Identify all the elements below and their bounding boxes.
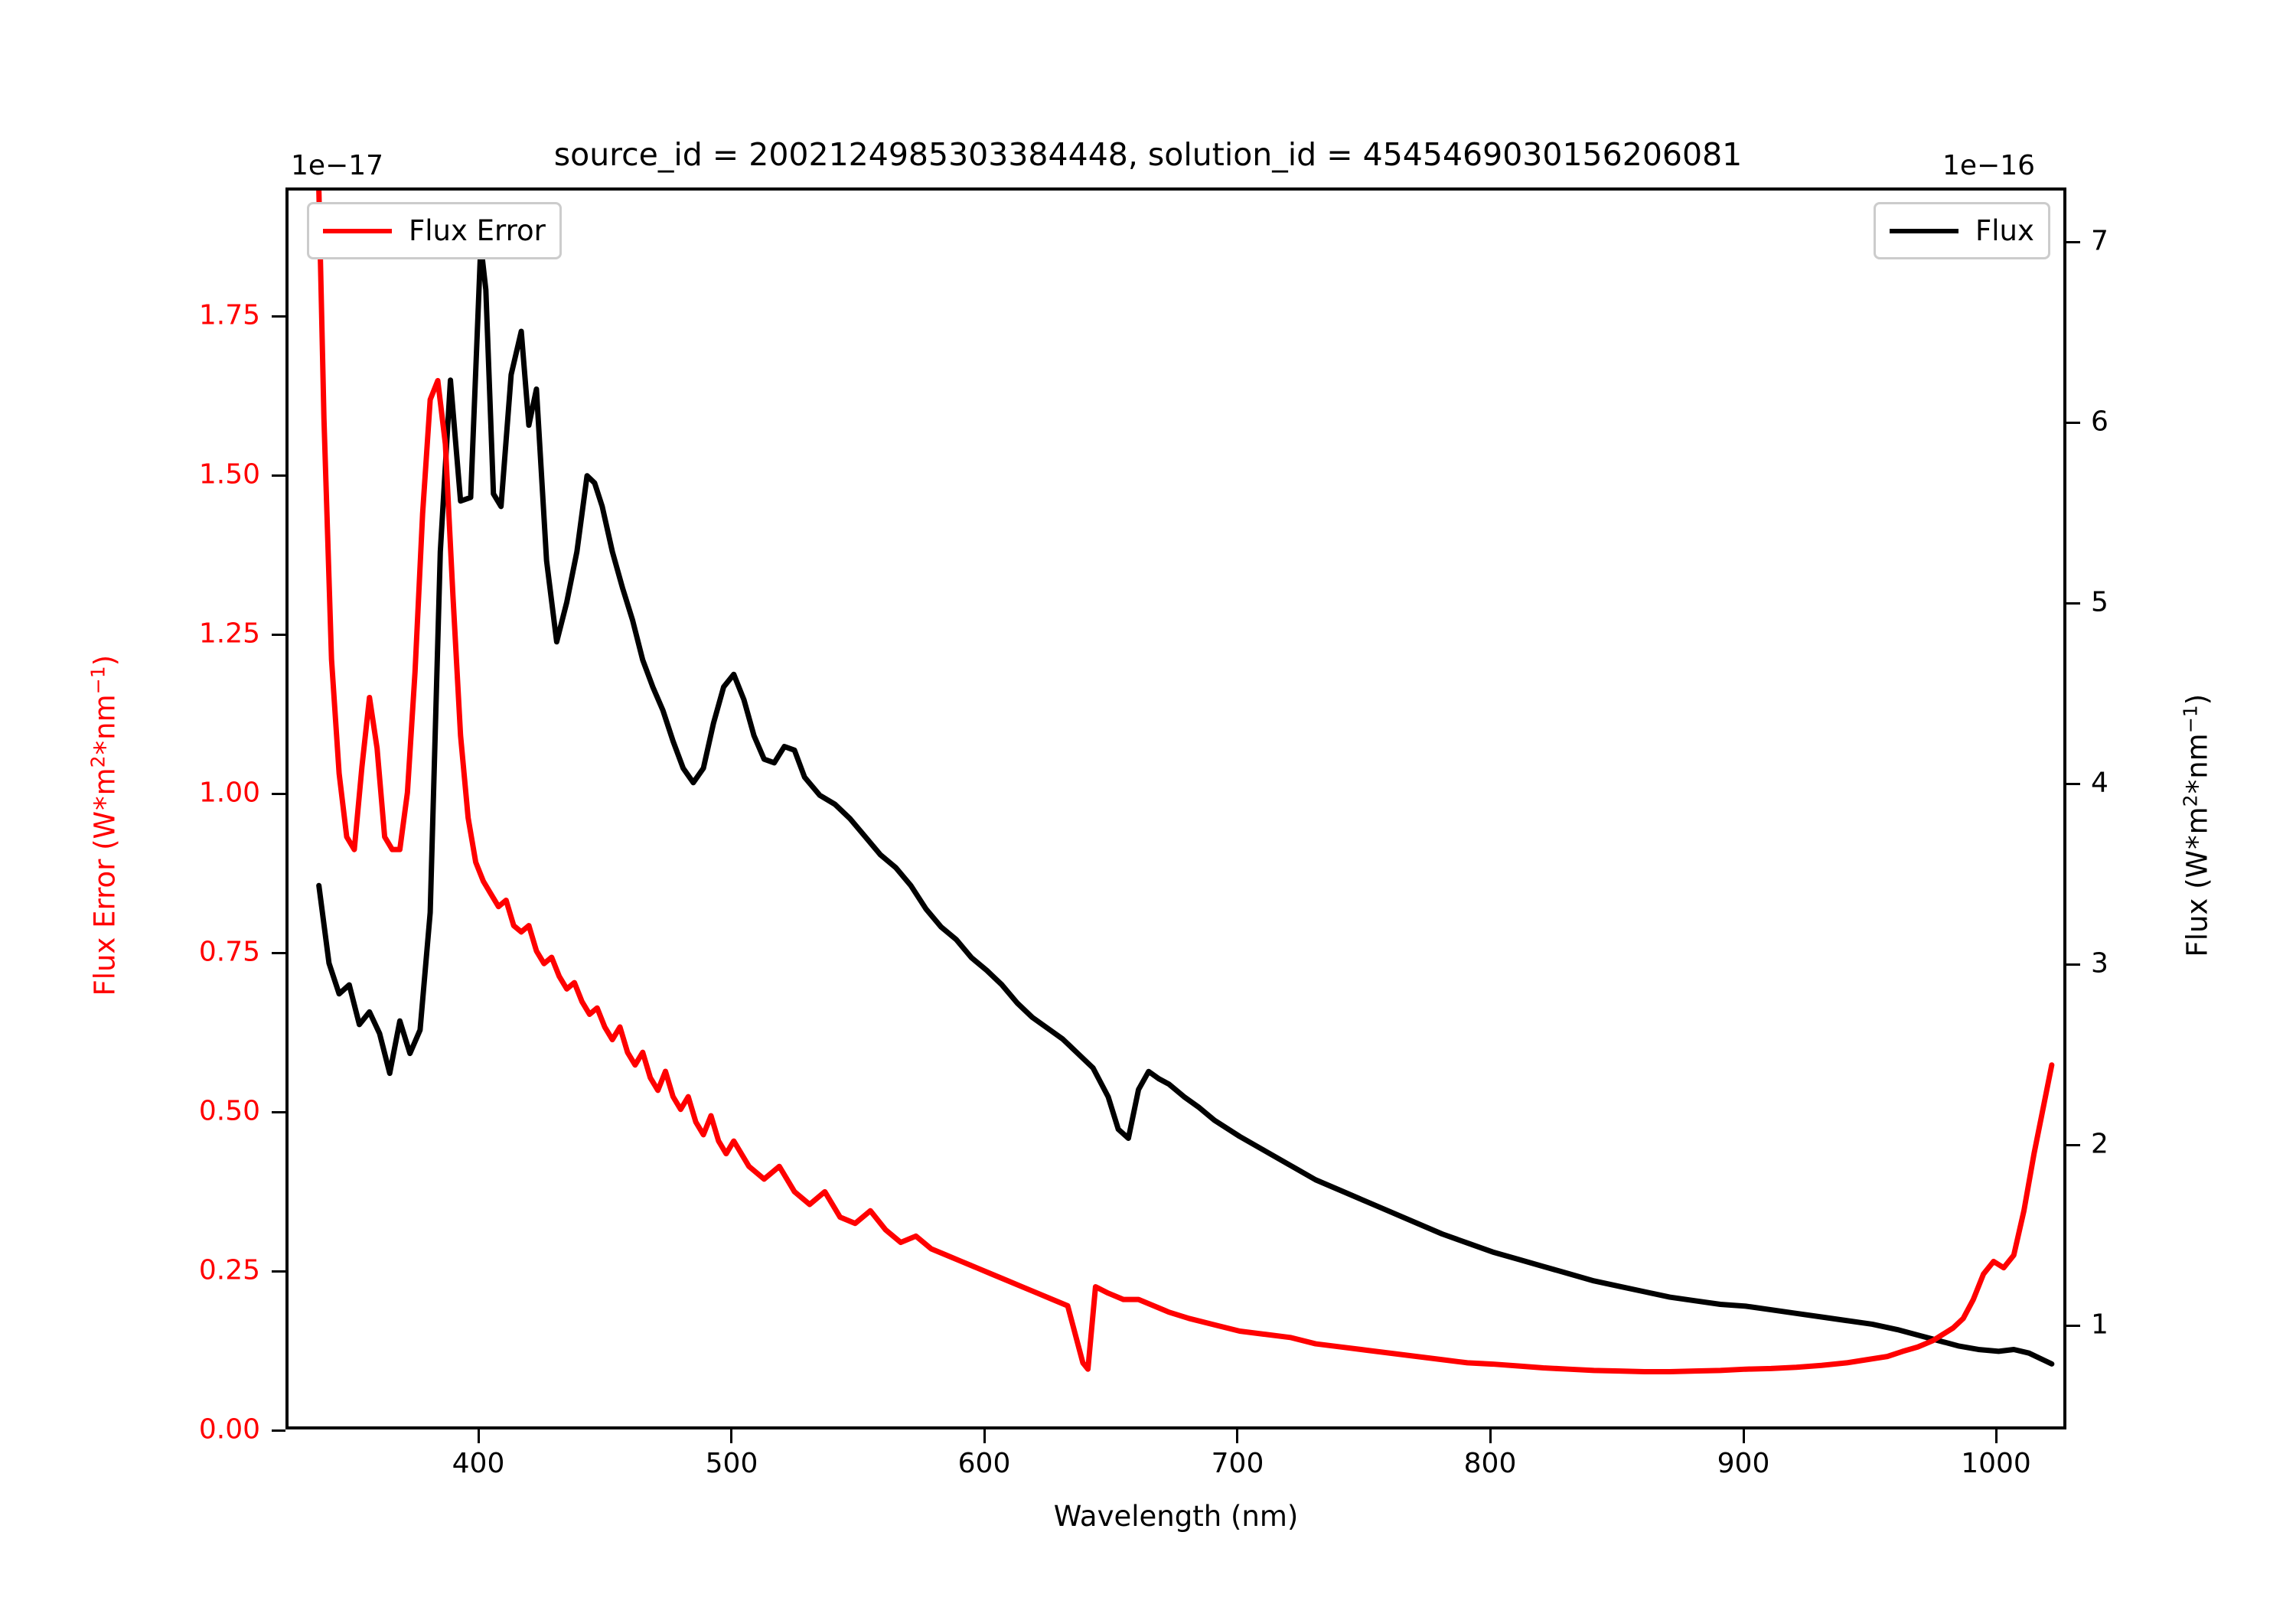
tick-label-x: 600 (957, 1448, 1011, 1479)
page-title: source_id = 2002124985303384448, solutio… (553, 136, 1743, 173)
spectrum-curves (316, 191, 2055, 1375)
tick-mark-y-left (272, 634, 285, 636)
tick-label-x: 700 (1211, 1448, 1264, 1479)
tick-mark-y-left (272, 1270, 285, 1273)
legend-flux[interactable]: Flux (1874, 202, 2050, 259)
tick-label-x: 500 (705, 1448, 758, 1479)
tick-mark-y-right (2066, 422, 2080, 424)
legend-flux-error[interactable]: Flux Error (307, 202, 562, 259)
tick-mark-x (478, 1429, 480, 1443)
tick-mark-y-right (2066, 1325, 2080, 1327)
tick-mark-x (1236, 1429, 1238, 1443)
y-axis-left-label: Flux Error (W*m2*nm−1) (86, 654, 122, 996)
tick-label-y-left: 0.75 (198, 936, 260, 968)
flux-line (316, 242, 2055, 1367)
legend-line-icon-flux-error (323, 228, 392, 233)
tick-label-y-right: 2 (2091, 1128, 2108, 1160)
tick-label-y-left: 0.50 (198, 1095, 260, 1127)
right-axis-offset-label: 1e−16 (1942, 150, 2036, 181)
tick-mark-y-right (2066, 241, 2080, 243)
tick-label-y-right: 1 (2091, 1309, 2108, 1341)
tick-mark-y-left (272, 952, 285, 954)
tick-label-x: 900 (1717, 1448, 1770, 1479)
tick-label-y-right: 3 (2091, 947, 2108, 980)
tick-mark-x (1995, 1429, 1998, 1443)
tick-mark-x (1489, 1429, 1492, 1443)
legend-label-flux: Flux (1975, 214, 2034, 247)
tick-label-y-right: 6 (2091, 406, 2108, 438)
left-axis-offset-label: 1e−17 (291, 150, 384, 181)
tick-label-y-left: 0.25 (198, 1254, 260, 1286)
x-axis-label: Wavelength (nm) (1053, 1500, 1299, 1533)
legend-label-flux-error: Flux Error (409, 214, 546, 247)
tick-label-x: 400 (452, 1448, 505, 1479)
tick-mark-y-right (2066, 602, 2080, 605)
plot-area (285, 187, 2066, 1429)
tick-label-y-right: 4 (2091, 767, 2108, 799)
tick-mark-y-left (272, 315, 285, 318)
tick-mark-y-left (272, 474, 285, 477)
tick-mark-y-left (272, 1111, 285, 1113)
tick-label-y-left: 1.50 (198, 458, 260, 491)
tick-mark-y-right (2066, 1144, 2080, 1146)
y-axis-right-label: Flux (W*m2*nm−1) (2179, 693, 2214, 957)
tick-mark-x (1743, 1429, 1745, 1443)
tick-label-y-right: 7 (2091, 225, 2108, 257)
tick-mark-y-left (272, 1429, 285, 1432)
tick-mark-y-right (2066, 783, 2080, 785)
series-flux-error (316, 191, 2055, 1375)
tick-mark-y-left (272, 793, 285, 795)
tick-label-y-left: 0.00 (198, 1413, 260, 1446)
legend-line-icon-flux (1890, 228, 1958, 233)
tick-label-x: 1000 (1961, 1448, 2031, 1479)
tick-label-y-right: 5 (2091, 586, 2108, 618)
series-flux (316, 242, 2055, 1367)
tick-label-y-left: 1.25 (198, 618, 260, 650)
tick-label-x: 800 (1463, 1448, 1517, 1479)
flux-error-line (316, 191, 2055, 1375)
tick-label-y-left: 1.75 (198, 299, 260, 331)
tick-mark-y-right (2066, 963, 2080, 966)
tick-mark-x (730, 1429, 732, 1443)
tick-mark-x (983, 1429, 986, 1443)
tick-label-y-left: 1.00 (198, 777, 260, 809)
